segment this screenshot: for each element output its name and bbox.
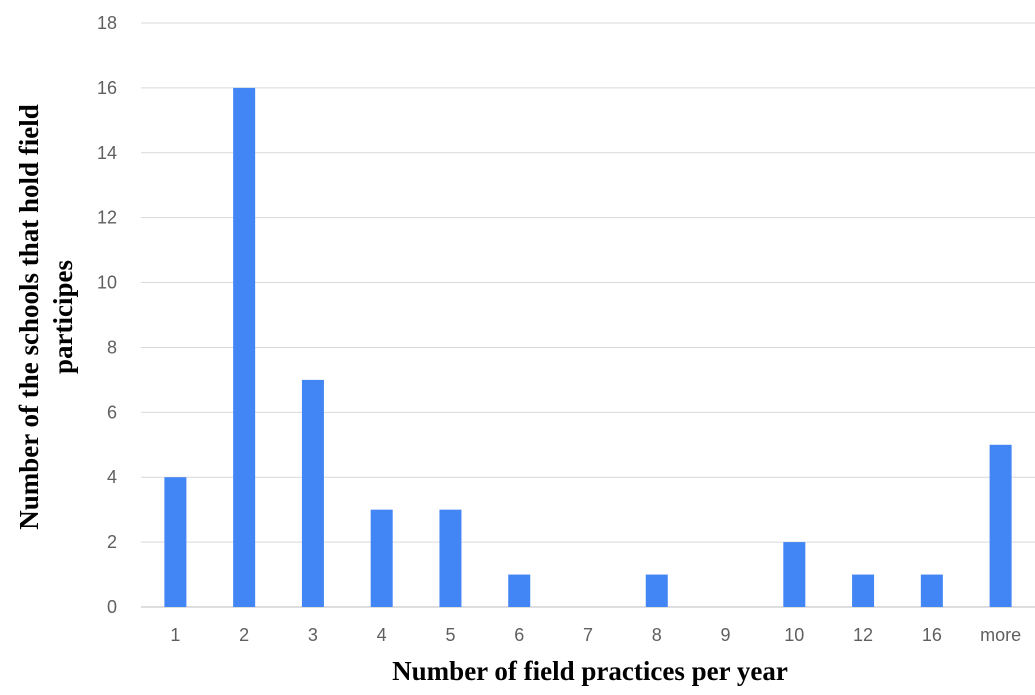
bar-2 xyxy=(233,87,256,607)
y-tick-label: 10 xyxy=(97,273,117,293)
x-tick-label: 10 xyxy=(784,625,804,645)
x-axis-title: Number of field practices per year xyxy=(392,656,788,686)
x-tick-label: more xyxy=(980,625,1021,645)
bar-more xyxy=(989,444,1012,607)
x-tick-label: 4 xyxy=(377,625,387,645)
bar-10 xyxy=(783,542,806,607)
y-axis-title-line-1: Number of the schools that hold field xyxy=(14,104,44,530)
y-tick-label: 14 xyxy=(97,143,117,163)
bars xyxy=(164,87,1012,607)
x-tick-label: 12 xyxy=(853,625,873,645)
y-tick-label: 16 xyxy=(97,78,117,98)
x-tick-label: 16 xyxy=(922,625,942,645)
x-tick-label: 7 xyxy=(583,625,593,645)
x-tick-label: 9 xyxy=(721,625,731,645)
x-tick-label: 6 xyxy=(514,625,524,645)
bar-6 xyxy=(508,574,531,607)
y-tick-label: 2 xyxy=(107,532,117,552)
x-tick-label: 2 xyxy=(239,625,249,645)
y-tick-label: 6 xyxy=(107,402,117,422)
bar-1 xyxy=(164,477,187,607)
x-tick-label: 8 xyxy=(652,625,662,645)
bar-8 xyxy=(645,574,668,607)
y-tick-label: 4 xyxy=(107,467,117,487)
y-tick-label: 12 xyxy=(97,208,117,228)
x-tick-label: 1 xyxy=(170,625,180,645)
y-axis-title-line-2: participes xyxy=(48,260,78,374)
y-tick-labels: 0 2 4 6 8 10 12 14 16 18 xyxy=(97,13,117,617)
x-tick-labels: 1 2 3 4 5 6 7 8 9 10 12 16 more xyxy=(170,625,1021,645)
bar-5 xyxy=(439,509,462,607)
y-tick-label: 8 xyxy=(107,337,117,357)
y-tick-label: 18 xyxy=(97,13,117,33)
x-tick-label: 5 xyxy=(445,625,455,645)
gridlines xyxy=(141,22,1035,608)
bar-4 xyxy=(370,509,393,607)
x-tick-label: 3 xyxy=(308,625,318,645)
bar-12 xyxy=(852,574,875,607)
bar-16 xyxy=(920,574,943,607)
y-tick-label: 0 xyxy=(107,597,117,617)
bar-3 xyxy=(301,379,324,607)
